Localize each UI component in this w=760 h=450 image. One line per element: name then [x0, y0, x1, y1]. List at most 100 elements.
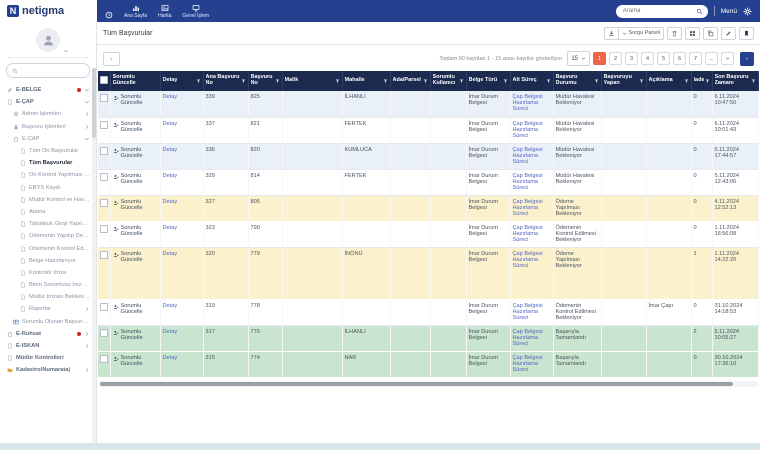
sidebar-item[interactable]: E-BELGE: [3, 84, 94, 96]
horizontal-scrollbar[interactable]: [99, 380, 758, 387]
sidebar-search-input[interactable]: [21, 66, 84, 75]
alt-surec-link[interactable]: Çap Belgesi Hazırlama Süreci: [512, 146, 543, 165]
sidebar-scrollbar[interactable]: [92, 68, 96, 443]
column-header[interactable]: Ada/Parsel: [390, 71, 431, 91]
export-button[interactable]: [103, 51, 120, 66]
chevron-down-icon[interactable]: [63, 48, 69, 54]
column-header[interactable]: Sorumlu Güncelle: [110, 71, 161, 91]
sidebar-item[interactable]: Sorumlu Olunan Başvurular: [9, 316, 94, 328]
nav-ana-sayfa[interactable]: Ana Sayfa: [124, 4, 147, 19]
copy-button[interactable]: [703, 26, 718, 40]
page-button[interactable]: 2: [609, 52, 622, 65]
page-button[interactable]: »: [721, 52, 734, 65]
columns-button[interactable]: [685, 26, 700, 40]
sidebar-item[interactable]: Müdür İmzası Bekleniyor: [16, 291, 94, 303]
detail-link[interactable]: Detay: [162, 198, 178, 205]
global-search[interactable]: [615, 4, 708, 18]
column-header[interactable]: Ana Başvuru No: [203, 71, 249, 91]
sidebar-item[interactable]: Müdür Kontrolleri: [3, 352, 94, 364]
column-header[interactable]: Başvuruyu Yapan: [601, 71, 647, 91]
menu-button[interactable]: Menü: [720, 7, 737, 15]
alt-surec-link[interactable]: Çap Belgesi Hazırlama Süreci: [512, 94, 543, 112]
detail-link[interactable]: Detay: [162, 250, 178, 257]
sidebar-item[interactable]: Admin İşlemleri: [9, 108, 94, 120]
row-checkbox[interactable]: [100, 328, 108, 337]
alt-surec-link[interactable]: Çap Belgesi Hazırlama Süreci: [512, 224, 543, 243]
sidebar-item[interactable]: Raporlar: [16, 303, 94, 315]
column-header[interactable]: Mahalle: [342, 71, 391, 91]
download-button[interactable]: [603, 26, 618, 40]
page-button[interactable]: 6: [673, 52, 686, 65]
column-header[interactable]: İade: [691, 71, 713, 91]
update-assignee-link[interactable]: Sorumlu Güncelle: [113, 173, 158, 185]
detail-link[interactable]: Detay: [162, 172, 178, 179]
page-button[interactable]: 7: [689, 52, 702, 65]
sidebar-item[interactable]: Atama: [16, 206, 94, 218]
nav-genel-islem[interactable]: Genel İşlem: [182, 4, 209, 19]
alt-surec-link[interactable]: Çap Belgesi Hazırlama Süreci: [512, 250, 543, 269]
row-checkbox[interactable]: [100, 120, 108, 129]
row-checkbox[interactable]: [100, 224, 108, 233]
column-header[interactable]: Belge Türü: [466, 71, 511, 91]
sidebar-item[interactable]: E-ÇAP: [9, 133, 94, 145]
column-header[interactable]: Alt Süreç: [510, 71, 554, 91]
detail-link[interactable]: Detay: [162, 146, 178, 153]
column-header[interactable]: Başvuru Durumu: [553, 71, 602, 91]
brand-logo[interactable]: N netigma: [0, 0, 97, 22]
column-header[interactable]: Detay: [160, 71, 204, 91]
sidebar-item[interactable]: Kadastro/Numarataj: [3, 364, 94, 376]
sidebar-item[interactable]: Müdür Kontrol ve Havalesi Bekle...: [16, 194, 94, 206]
sidebar-item[interactable]: Tahakkuk Girişi Yapılması Beklen...: [16, 218, 94, 230]
row-checkbox[interactable]: [100, 302, 108, 311]
alt-surec-link[interactable]: Çap Belgesi Hazırlama Süreci: [512, 354, 543, 373]
column-header[interactable]: Başvuru No: [248, 71, 283, 91]
sidebar-item[interactable]: E-Ruhsat: [3, 328, 94, 340]
delete-button[interactable]: [667, 26, 682, 40]
column-header[interactable]: Son Başvuru Zamanı: [712, 71, 759, 91]
page-button[interactable]: 4: [641, 52, 654, 65]
sidebar-item[interactable]: Ön Kontrol Yapılması Bekleniyor: [16, 169, 94, 181]
grid-settings-button[interactable]: [740, 51, 754, 66]
update-assignee-link[interactable]: Sorumlu Güncelle: [113, 225, 158, 237]
detail-link[interactable]: Detay: [162, 354, 178, 361]
sidebar-item[interactable]: Birim Sorumlusu İmzası Beklen...: [16, 279, 94, 291]
settings-gear-icon[interactable]: [743, 7, 752, 16]
sidebar-item[interactable]: Ödemenin Yapılıp Dekontun Yükl...: [16, 230, 94, 242]
sidebar-item[interactable]: Belge Hazırlanıyor: [16, 255, 94, 267]
update-assignee-link[interactable]: Sorumlu Güncelle: [113, 329, 158, 341]
query-panel-button[interactable]: Sorgu Paneli: [617, 26, 664, 40]
column-header[interactable]: [98, 71, 111, 91]
sidebar-item[interactable]: EBYS Kaydı: [16, 182, 94, 194]
page-size-select[interactable]: 15: [567, 51, 590, 66]
nav-status[interactable]: [105, 11, 113, 19]
horizontal-scroll-thumb[interactable]: [100, 381, 733, 386]
update-assignee-link[interactable]: Sorumlu Güncelle: [113, 303, 158, 315]
sidebar-item[interactable]: Tüm Ön Başvurular: [16, 145, 94, 157]
sidebar-item[interactable]: E-ÇAP: [3, 96, 94, 108]
sidebar-item[interactable]: Kontrolör İmza: [16, 267, 94, 279]
update-assignee-link[interactable]: Sorumlu Güncelle: [113, 121, 158, 133]
nav-harita[interactable]: Harita: [158, 4, 171, 19]
alt-surec-link[interactable]: Çap Belgesi Hazırlama Süreci: [512, 198, 543, 217]
row-checkbox[interactable]: [100, 250, 108, 259]
update-assignee-link[interactable]: Sorumlu Güncelle: [113, 251, 158, 263]
row-checkbox[interactable]: [100, 198, 108, 207]
user-avatar[interactable]: [36, 28, 60, 52]
global-search-input[interactable]: [620, 7, 696, 15]
alt-surec-link[interactable]: Çap Belgesi Hazırlama Süreci: [512, 328, 543, 347]
sidebar-item[interactable]: E-İSKAN: [3, 340, 94, 352]
update-assignee-link[interactable]: Sorumlu Güncelle: [113, 355, 158, 367]
sidebar-search[interactable]: [6, 63, 90, 78]
update-assignee-link[interactable]: Sorumlu Güncelle: [113, 94, 158, 106]
select-all-checkbox[interactable]: [100, 76, 108, 84]
page-button[interactable]: ...: [705, 52, 718, 65]
detail-link[interactable]: Detay: [162, 224, 178, 231]
detail-link[interactable]: Detay: [162, 328, 178, 335]
detail-link[interactable]: Detay: [162, 302, 178, 309]
detail-link[interactable]: Detay: [162, 120, 178, 127]
row-checkbox[interactable]: [100, 146, 108, 155]
alt-surec-link[interactable]: Çap Belgesi Hazırlama Süreci: [512, 172, 543, 191]
column-header[interactable]: Malik: [282, 71, 343, 91]
page-button[interactable]: 1: [593, 52, 606, 65]
alt-surec-link[interactable]: Çap Belgesi Hazırlama Süreci: [512, 302, 543, 321]
